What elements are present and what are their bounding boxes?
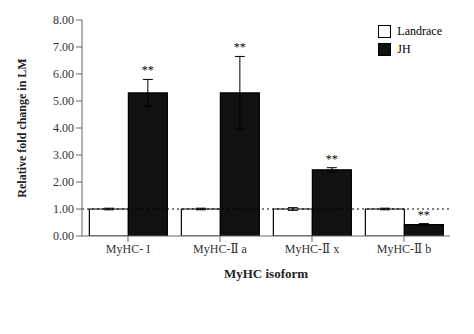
svg-text:**: ** xyxy=(326,152,338,166)
svg-text:MyHC-Ⅱ x: MyHC-Ⅱ x xyxy=(285,242,340,256)
svg-text:2.00: 2.00 xyxy=(53,175,74,189)
svg-text:0.00: 0.00 xyxy=(53,229,74,243)
svg-text:7.00: 7.00 xyxy=(53,40,74,54)
svg-text:MyHC- I: MyHC- I xyxy=(106,242,150,256)
svg-text:1.00: 1.00 xyxy=(53,202,74,216)
svg-text:Relative fold change in LM: Relative fold change in LM xyxy=(15,58,29,197)
svg-text:**: ** xyxy=(142,63,154,77)
svg-text:8.00: 8.00 xyxy=(53,13,74,27)
html-text:JH: JH xyxy=(397,42,411,56)
svg-text:MyHC-Ⅱ a: MyHC-Ⅱ a xyxy=(193,242,247,256)
svg-text:4.00: 4.00 xyxy=(53,121,74,135)
svg-text:3.00: 3.00 xyxy=(53,148,74,162)
svg-text:MyHC-Ⅱ b: MyHC-Ⅱ b xyxy=(377,242,432,256)
svg-text:5.00: 5.00 xyxy=(53,94,74,108)
svg-text:MyHC isoform: MyHC isoform xyxy=(224,266,308,281)
svg-text:**: ** xyxy=(234,40,246,54)
svg-text:6.00: 6.00 xyxy=(53,67,74,81)
svg-text:**: ** xyxy=(418,208,430,222)
html-text:Landrace: Landrace xyxy=(397,24,442,38)
